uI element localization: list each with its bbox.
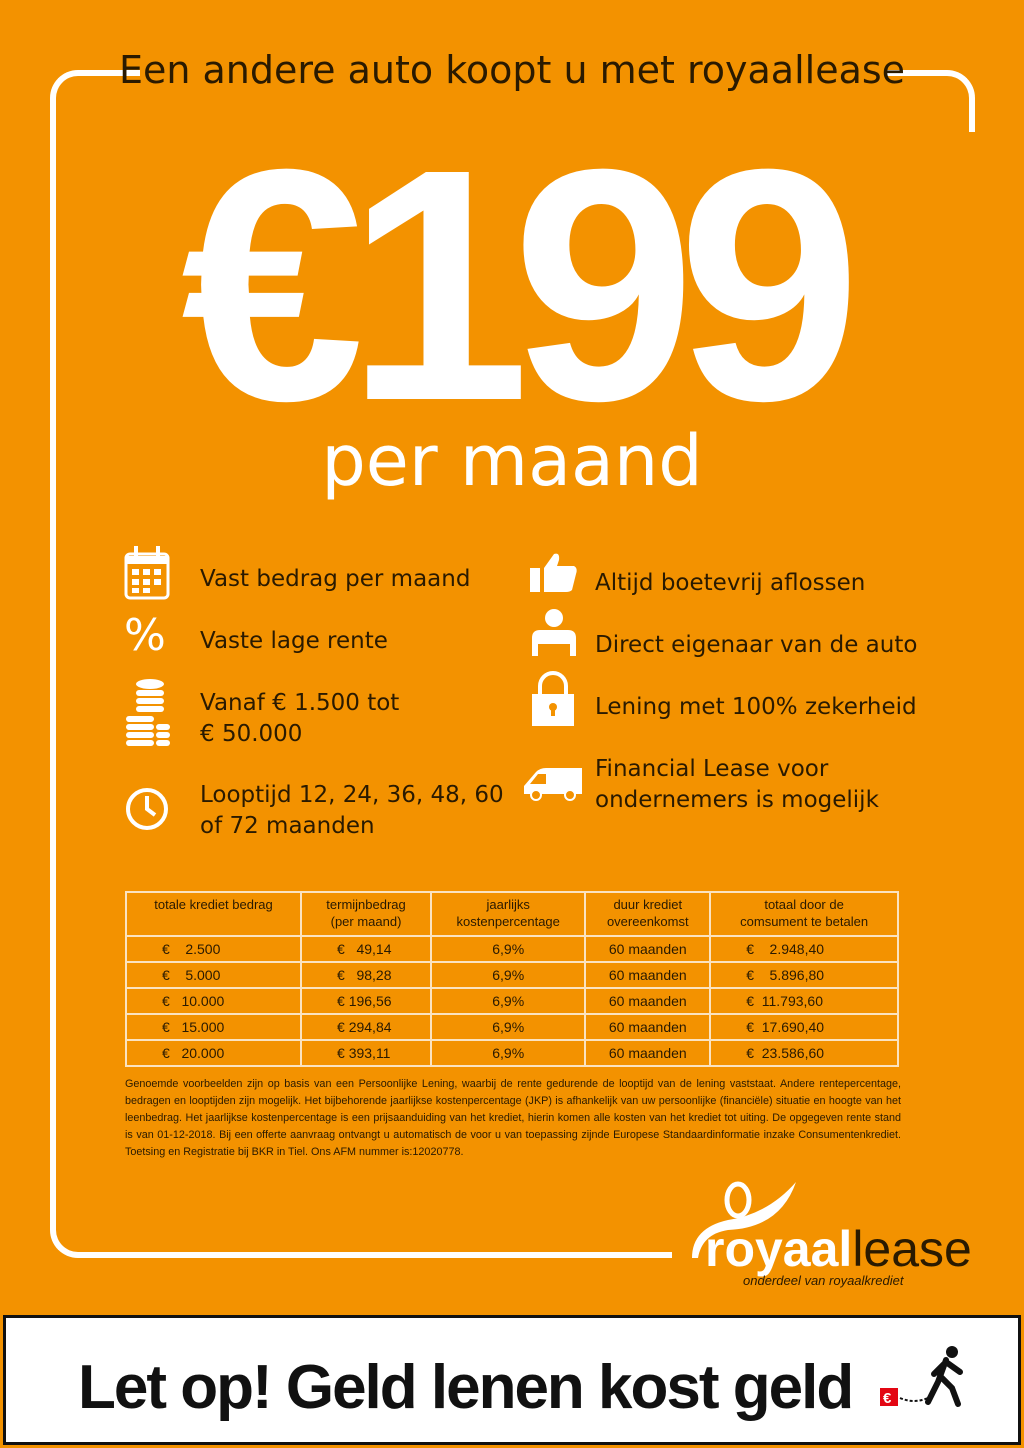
walking-man-debt-icon: € [880,1346,963,1407]
table-row: € 5.000 € 98,28 6,9% 60 maanden € 5.896,80 [124,961,899,989]
table-cell: € 15.000 [124,1013,303,1041]
feature-certainty: Lening met 100% zekerheid [595,694,917,720]
logo-part1: royaal [705,1221,853,1277]
feature-low-rate: Vaste lage rente [200,628,388,654]
table-cell: € 2.500 [124,935,303,963]
table-cell: 6,9% [430,1039,587,1067]
header-line: comsument te betalen [740,914,869,929]
table-cell: 60 maanden [584,1039,712,1067]
header-line: totaal door de [764,897,844,912]
calendar-icon [124,546,170,600]
headline: Een andere auto koopt u met royaallease [118,48,906,92]
column-header: jaarlijks kostenpercentage [430,891,587,937]
table-row: € 10.000 € 196,56 6,9% 60 maanden € 11.793,6… [124,987,899,1015]
header-line: termijnbedrag [326,897,406,912]
header-line: overeenkomst [606,914,689,929]
table-cell: € 294,84 [300,1013,433,1041]
logo-tagline: onderdeel van royaalkrediet [743,1273,904,1288]
table-cell: € 98,28 [300,961,433,989]
logo-figure-icon [692,1181,796,1258]
table-cell: € 11.793,60 [709,987,899,1015]
header-line: (per maand) [330,914,402,929]
feature-penalty-free: Altijd boetevrij aflossen [595,570,866,596]
feature-line: Vanaf € 1.500 tot [200,690,400,716]
loan-examples-table: totale krediet bedrag termijnbedrag (per m… [124,891,899,1067]
frame-bottom [80,1252,672,1258]
header-line: jaarlijks [486,897,530,912]
column-header: totale krediet bedrag [124,891,303,937]
coins-icon [126,679,170,746]
feature-line: Financial Lease voor [595,756,829,782]
table-cell: 6,9% [430,961,587,989]
percent-icon: % [124,610,166,661]
table-cell: € 2.948,40 [709,935,899,963]
table-cell: 60 maanden [584,987,712,1015]
feature-direct-owner: Direct eigenaar van de auto [595,632,918,658]
table-cell: € 17.690,40 [709,1013,899,1041]
feature-amount-range: Vanaf € 1.500 tot € 50.000 [200,688,399,750]
warning-text: Let op! Geld lenen kost geld [78,1353,854,1422]
logo-part2: lease [852,1221,972,1277]
table-cell: 60 maanden [584,935,712,963]
table-row: € 15.000 € 294,84 6,9% 60 maanden € 17.690,4… [124,1013,899,1041]
feature-line: Looptijd 12, 24, 36, 48, 60 [200,782,504,808]
table-cell: € 20.000 [124,1039,303,1067]
table-row: € 2.500 € 49,14 6,9% 60 maanden € 2.948,40 [124,935,899,963]
column-header: termijnbedrag (per maand) [300,891,433,937]
thumbs-up-icon [530,553,577,592]
feature-line: € 50.000 [200,721,303,747]
header-line: duur krediet [613,897,683,912]
header-line: totale krediet bedrag [154,897,273,912]
royaallease-logo: royaallease [705,1222,972,1277]
clock-icon [126,788,168,830]
table-cell: € 5.000 [124,961,303,989]
warning-banner: Let op! Geld lenen kost geld € [3,1315,1021,1445]
table-cell: € 49,14 [300,935,433,963]
svg-text:€: € [883,1390,892,1407]
table-cell: 6,9% [430,987,587,1015]
feature-line: of 72 maanden [200,813,375,839]
table-cell: € 5.896,80 [709,961,899,989]
column-header: totaal door de comsument te betalen [709,891,899,937]
table-cell: € 10.000 [124,987,303,1015]
table-cell: 6,9% [430,1013,587,1041]
table-row: € 20.000 € 393,11 6,9% 60 maanden € 23.586,6… [124,1039,899,1067]
feature-financial-lease: Financial Lease voor ondernemers is mogel… [595,754,879,816]
fine-print: Genoemde voorbeelden zijn op basis van e… [125,1078,901,1158]
price-period: per maand [321,420,703,502]
column-header: duur krediet overeenkomst [584,891,712,937]
header-line: kostenpercentage [456,914,560,929]
van-icon [524,768,582,801]
table-cell: 60 maanden [584,961,712,989]
feature-term: Looptijd 12, 24, 36, 48, 60 of 72 maanden [200,780,504,842]
table-cell: 60 maanden [584,1013,712,1041]
frame-right [885,70,975,132]
table-cell: 6,9% [430,935,587,963]
table-cell: € 23.586,60 [709,1039,899,1067]
table-cell: € 196,56 [300,987,433,1015]
lock-icon [532,671,574,726]
feature-line: ondernemers is mogelijk [595,787,879,813]
table-cell: € 393,11 [300,1039,433,1067]
price: €199 [180,100,861,469]
feature-fixed-amount: Vast bedrag per maand [200,566,471,592]
person-icon [532,609,576,656]
